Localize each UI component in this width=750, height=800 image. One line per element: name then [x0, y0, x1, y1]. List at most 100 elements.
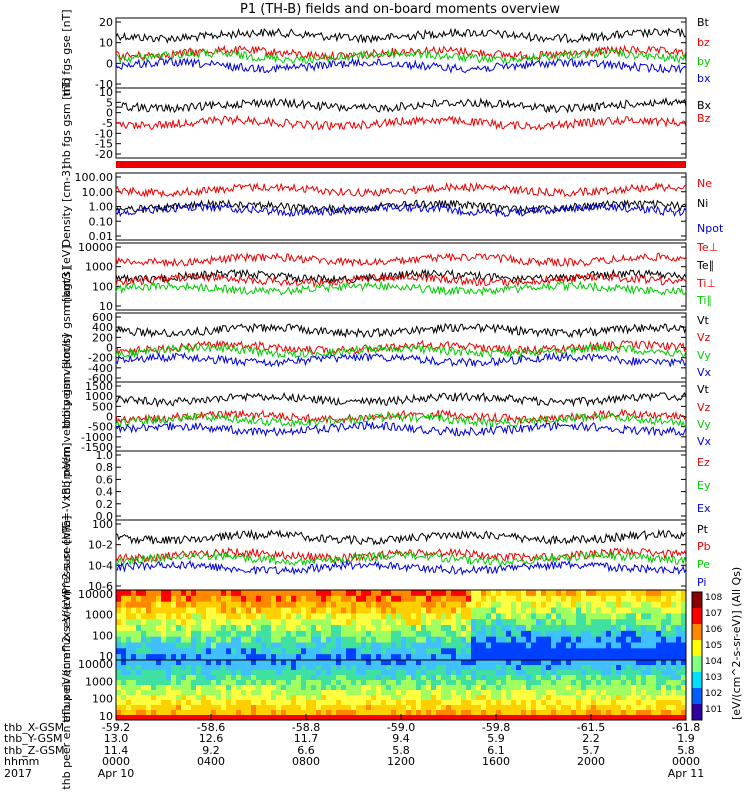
heatmap-cell	[446, 700, 452, 706]
heatmap-cell	[601, 601, 607, 608]
heatmap-cell	[526, 670, 532, 676]
heatmap-cell	[221, 590, 227, 597]
heatmap-cell	[636, 590, 642, 597]
heatmap-cell	[296, 625, 302, 632]
heatmap-cell	[481, 630, 487, 638]
heatmap-cell	[581, 680, 587, 686]
heatmap-cell	[416, 607, 422, 614]
heatmap-cell	[321, 685, 327, 691]
footer-column: -58.6 12.6 9.2 0400	[186, 722, 236, 768]
heatmap-cell	[491, 660, 497, 666]
heatmap-cell	[196, 675, 202, 681]
heatmap-cell	[246, 700, 252, 706]
heatmap-cell	[431, 685, 437, 691]
heatmap-cell	[136, 675, 142, 681]
heatmap-cell	[241, 710, 247, 716]
heatmap-cell	[646, 685, 652, 691]
heatmap-cell	[601, 675, 607, 681]
heatmap-cell	[621, 705, 627, 711]
heatmap-cell	[661, 685, 667, 691]
heatmap-cell	[121, 700, 127, 706]
heatmap-cell	[531, 715, 537, 721]
heatmap-cell	[221, 648, 227, 655]
heatmap-cell	[121, 675, 127, 681]
heatmap-cell	[191, 607, 197, 614]
heatmap-cell	[166, 636, 172, 643]
heatmap-cell	[596, 695, 602, 701]
heatmap-cell	[366, 660, 372, 666]
heatmap-cell	[126, 715, 132, 721]
heatmap-cell	[406, 630, 412, 638]
heatmap-cell	[586, 705, 592, 711]
colorbar-segment	[692, 640, 702, 656]
heatmap-cell	[681, 675, 687, 681]
heatmap-cell	[331, 710, 337, 716]
legend-Te⊥: Te⊥	[696, 241, 718, 254]
heatmap-cell	[366, 619, 372, 626]
heatmap-cell	[496, 690, 502, 696]
heatmap-cell	[591, 715, 597, 721]
heatmap-cell	[351, 705, 357, 711]
heatmap-cell	[571, 625, 577, 632]
heatmap-cell	[146, 705, 152, 711]
heatmap-cell	[626, 613, 632, 620]
heatmap-cell	[656, 619, 662, 626]
heatmap-cell	[136, 642, 142, 649]
heatmap-cell	[481, 607, 487, 614]
heatmap-cell	[151, 660, 157, 666]
heatmap-cell	[196, 619, 202, 626]
heatmap-cell	[676, 654, 682, 661]
heatmap-cell	[681, 670, 687, 676]
heatmap-cell	[441, 654, 447, 661]
heatmap-cell	[116, 595, 122, 603]
heatmap-cell	[561, 654, 567, 661]
heatmap-cell	[246, 642, 252, 649]
heatmap-cell	[351, 654, 357, 661]
heatmap-cell	[246, 613, 252, 620]
heatmap-cell	[211, 690, 217, 696]
heatmap-cell	[516, 630, 522, 638]
heatmap-cell	[511, 670, 517, 676]
heatmap-cell	[411, 630, 417, 638]
heatmap-cell	[446, 705, 452, 711]
heatmap-cell	[476, 654, 482, 661]
heatmap-cell	[401, 607, 407, 614]
heatmap-cell	[131, 630, 137, 638]
heatmap-cell	[386, 642, 392, 649]
heatmap-cell	[581, 636, 587, 643]
heatmap-cell	[351, 595, 357, 603]
heatmap-cell	[141, 710, 147, 716]
heatmap-cell	[426, 675, 432, 681]
heatmap-cell	[421, 660, 427, 666]
heatmap-cell	[231, 670, 237, 676]
heatmap-cell	[176, 680, 182, 686]
heatmap-cell	[646, 595, 652, 603]
heatmap-cell	[346, 595, 352, 603]
heatmap-cell	[331, 601, 337, 608]
y-tick-label: -500	[88, 421, 113, 434]
heatmap-cell	[556, 607, 562, 614]
heatmap-cell	[646, 665, 652, 671]
heatmap-cell	[571, 705, 577, 711]
heatmap-cell	[681, 648, 687, 655]
heatmap-cell	[666, 680, 672, 686]
heatmap-cell	[171, 715, 177, 721]
heatmap-cell	[276, 685, 282, 691]
heatmap-cell	[551, 607, 557, 614]
heatmap-cell	[621, 625, 627, 632]
heatmap-cell	[336, 607, 342, 614]
footer-label-y: thb_Y-GSM	[4, 732, 63, 746]
heatmap-cell	[166, 619, 172, 626]
heatmap-cell	[536, 715, 542, 721]
heatmap-cell	[611, 630, 617, 638]
heatmap-cell	[296, 607, 302, 614]
heatmap-cell	[406, 648, 412, 655]
heatmap-cell	[436, 648, 442, 655]
heatmap-cell	[386, 695, 392, 701]
heatmap-cell	[526, 654, 532, 661]
heatmap-cell	[336, 648, 342, 655]
heatmap-cell	[261, 601, 267, 608]
heatmap-cell	[241, 660, 247, 666]
